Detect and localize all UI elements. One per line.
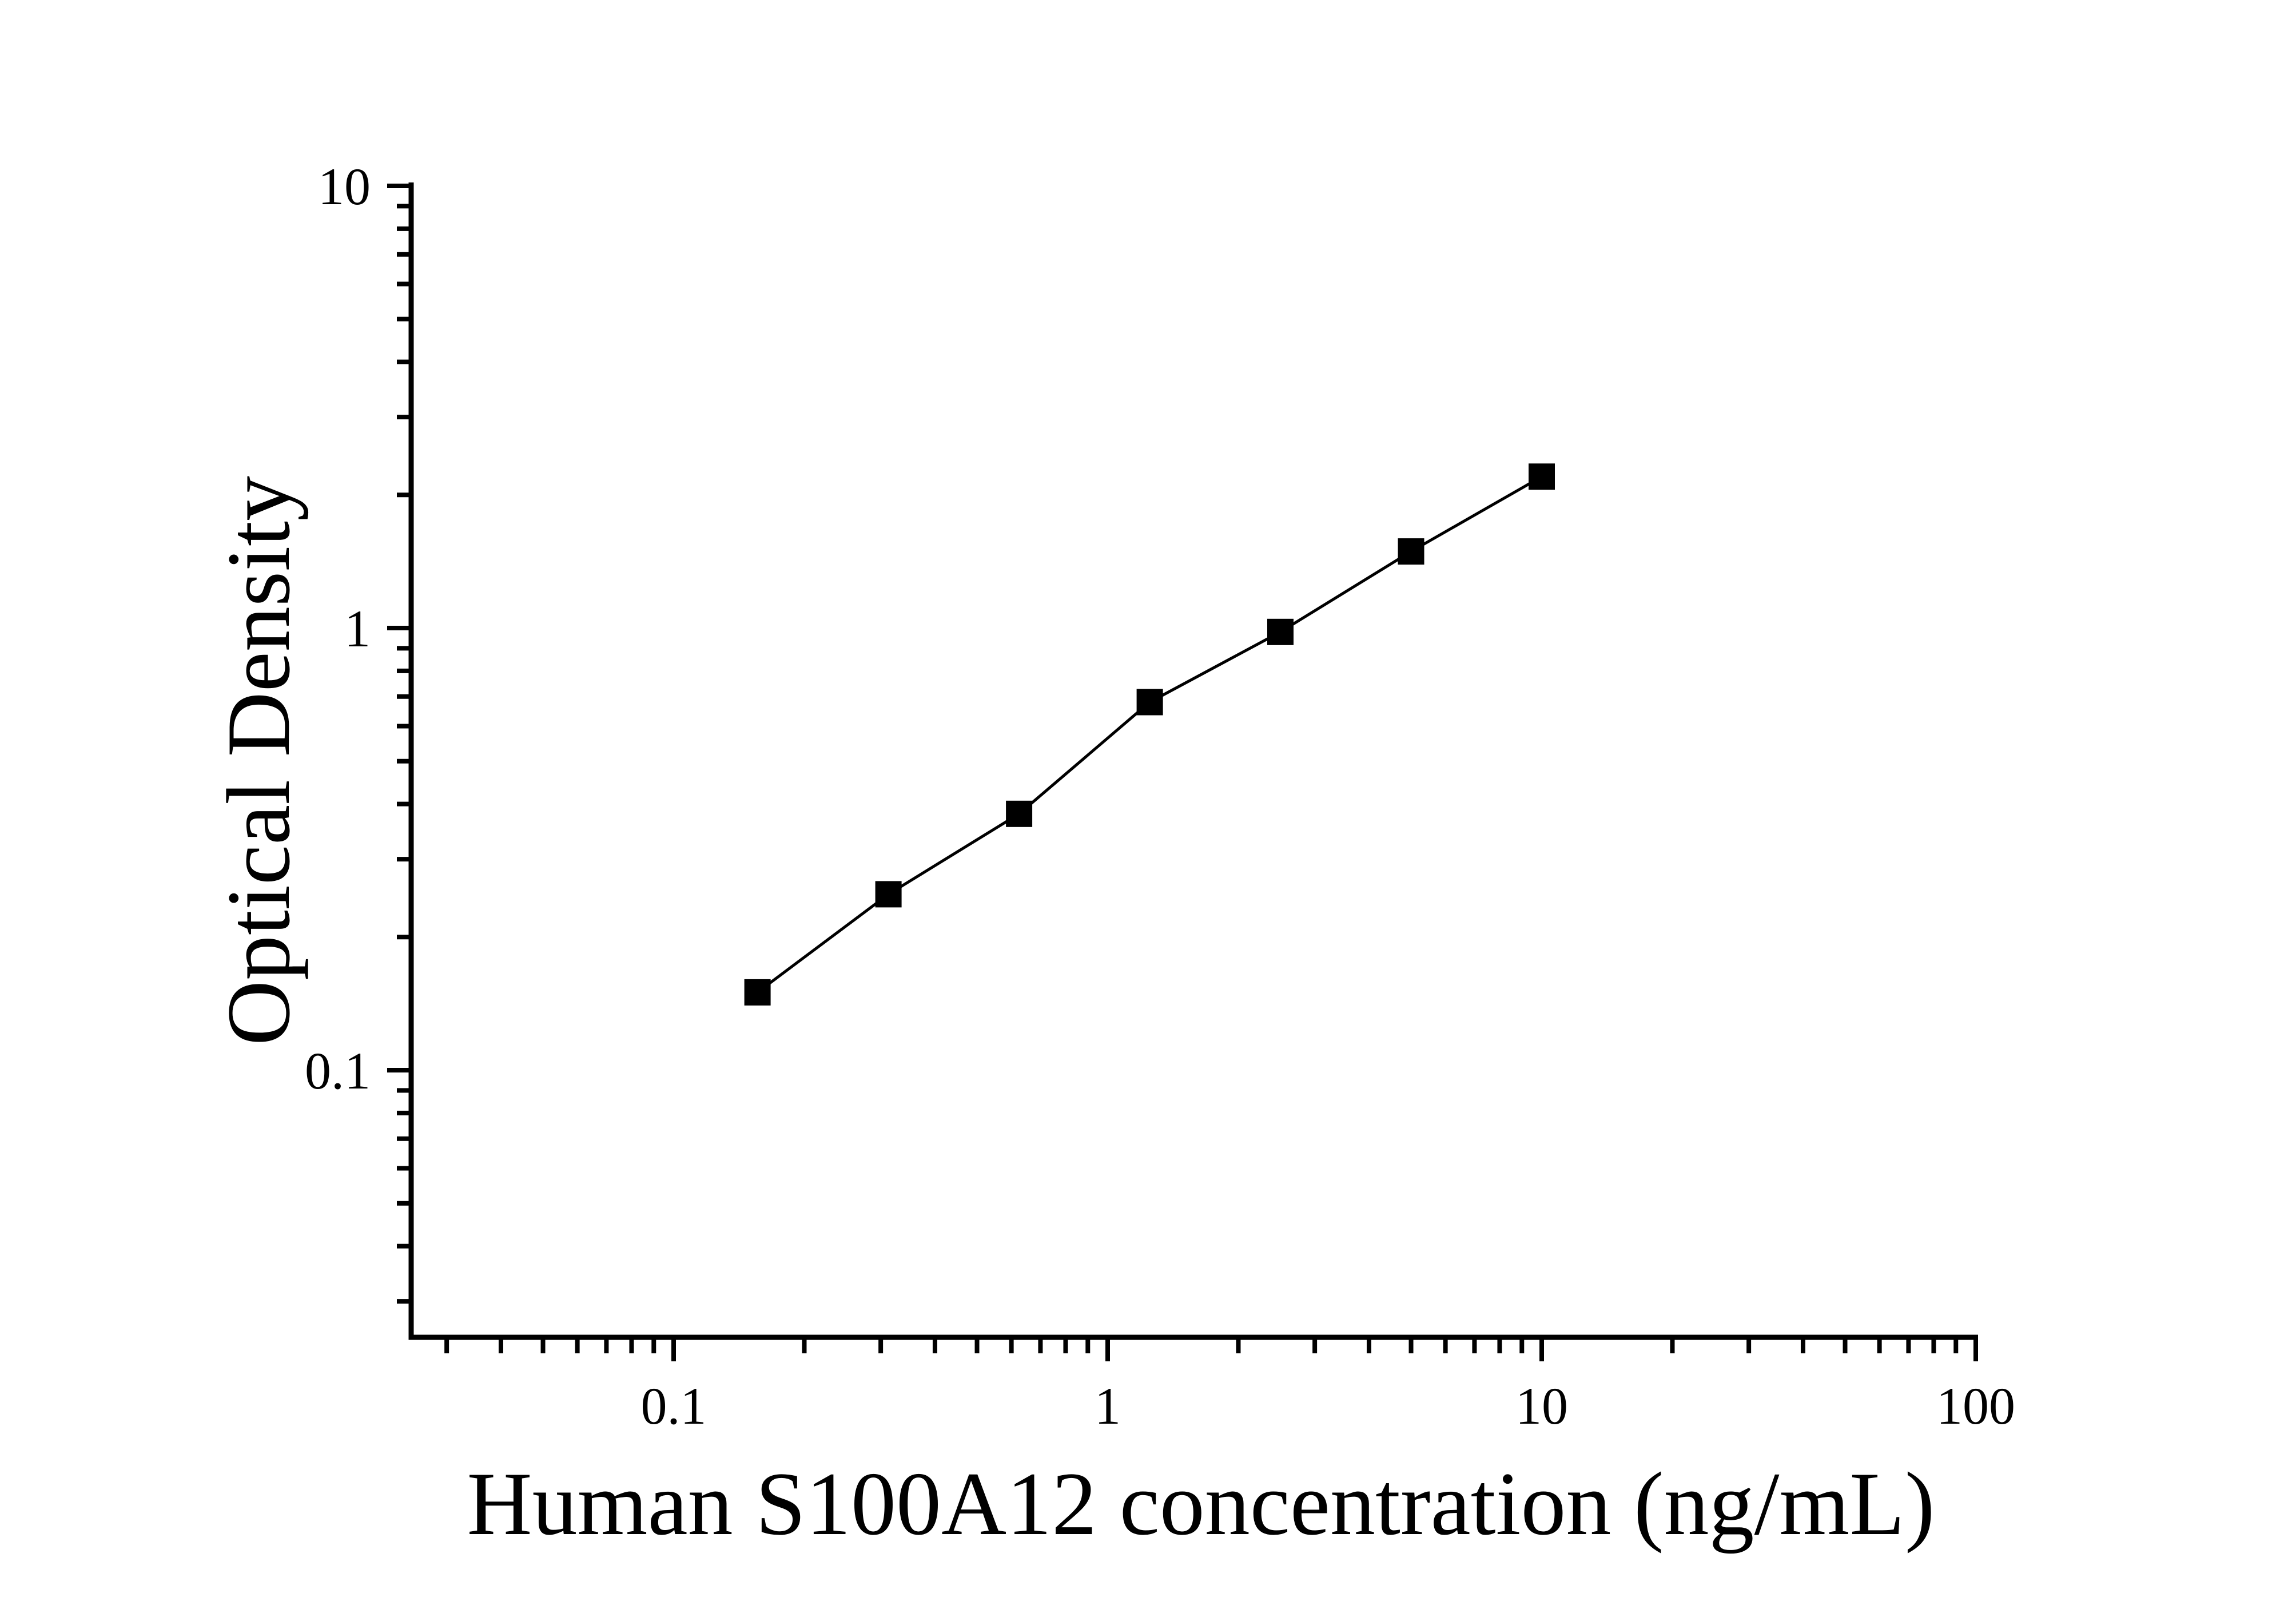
tick-labels: 10 1 0.1 0.1 1 10 100 (305, 157, 2015, 1435)
data-point-marker (1529, 463, 1555, 490)
data-point-marker (1398, 538, 1424, 565)
y-axis-title: Optical Density (209, 476, 309, 1046)
data-point-marker (744, 979, 771, 1006)
ticks (387, 184, 1978, 1361)
x-axis-title: Human S100A12 concentration (ng/mL) (467, 1454, 1935, 1554)
y-tick-label: 1 (344, 599, 371, 658)
series (744, 463, 1555, 1006)
y-tick-label: 10 (318, 157, 371, 216)
x-tick-label: 10 (1515, 1377, 1568, 1435)
data-point-marker (1006, 800, 1033, 827)
data-point-marker (1136, 689, 1163, 716)
x-tick-label: 0.1 (641, 1377, 707, 1435)
x-tick-label: 100 (1936, 1377, 2015, 1435)
axes (408, 182, 1978, 1340)
x-tick-label: 1 (1095, 1377, 1121, 1435)
y-tick-label: 0.1 (305, 1042, 371, 1100)
data-point-marker (1267, 618, 1294, 645)
data-point-marker (875, 881, 902, 908)
